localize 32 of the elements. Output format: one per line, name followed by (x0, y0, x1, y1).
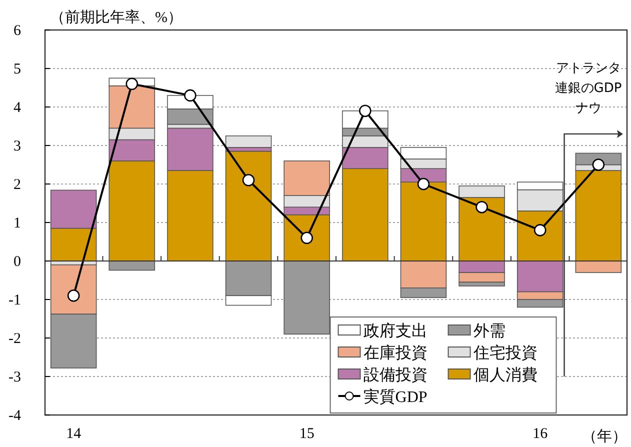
y-tick-label: -2 (8, 330, 21, 347)
point (476, 200, 488, 214)
legend-label: 外需 (473, 323, 506, 340)
x-tick-label: 15 (299, 426, 314, 442)
x-tick-label: 14 (66, 426, 82, 442)
point (126, 78, 138, 90)
y-axis-title: （前期比年率、%） (50, 9, 182, 26)
y-tick-label: 5 (14, 61, 21, 78)
y-tick-label: 6 (14, 22, 22, 39)
legend-label: 在庫投資 (363, 344, 428, 362)
legend-label: 実質GDP (363, 388, 428, 406)
y-tick-label: 1 (14, 215, 21, 232)
point (359, 104, 372, 117)
y-tick-label: 2 (14, 176, 21, 193)
x-axis-title: （年） (582, 428, 627, 445)
x-tick-label: 16 (532, 426, 548, 442)
y-tick-label: -4 (8, 408, 22, 424)
y-tick-label: -1 (8, 292, 21, 308)
point (417, 178, 430, 190)
y-tick-label: 3 (14, 138, 21, 154)
legend-label: 住宅投資 (472, 344, 538, 362)
legend-label: 個人消費 (473, 366, 538, 384)
y-tick-label: 4 (14, 100, 22, 116)
legend-label: 設備投資 (363, 366, 428, 384)
bar (225, 135, 272, 148)
point (184, 89, 196, 102)
legend-label: 政府支出 (363, 322, 428, 340)
y-tick-label: 0 (14, 254, 21, 270)
point (592, 158, 605, 171)
point (242, 174, 255, 186)
y-tick-label: -3 (8, 369, 21, 386)
annotation: アトランタ連銀のGDPナウ (554, 61, 622, 116)
